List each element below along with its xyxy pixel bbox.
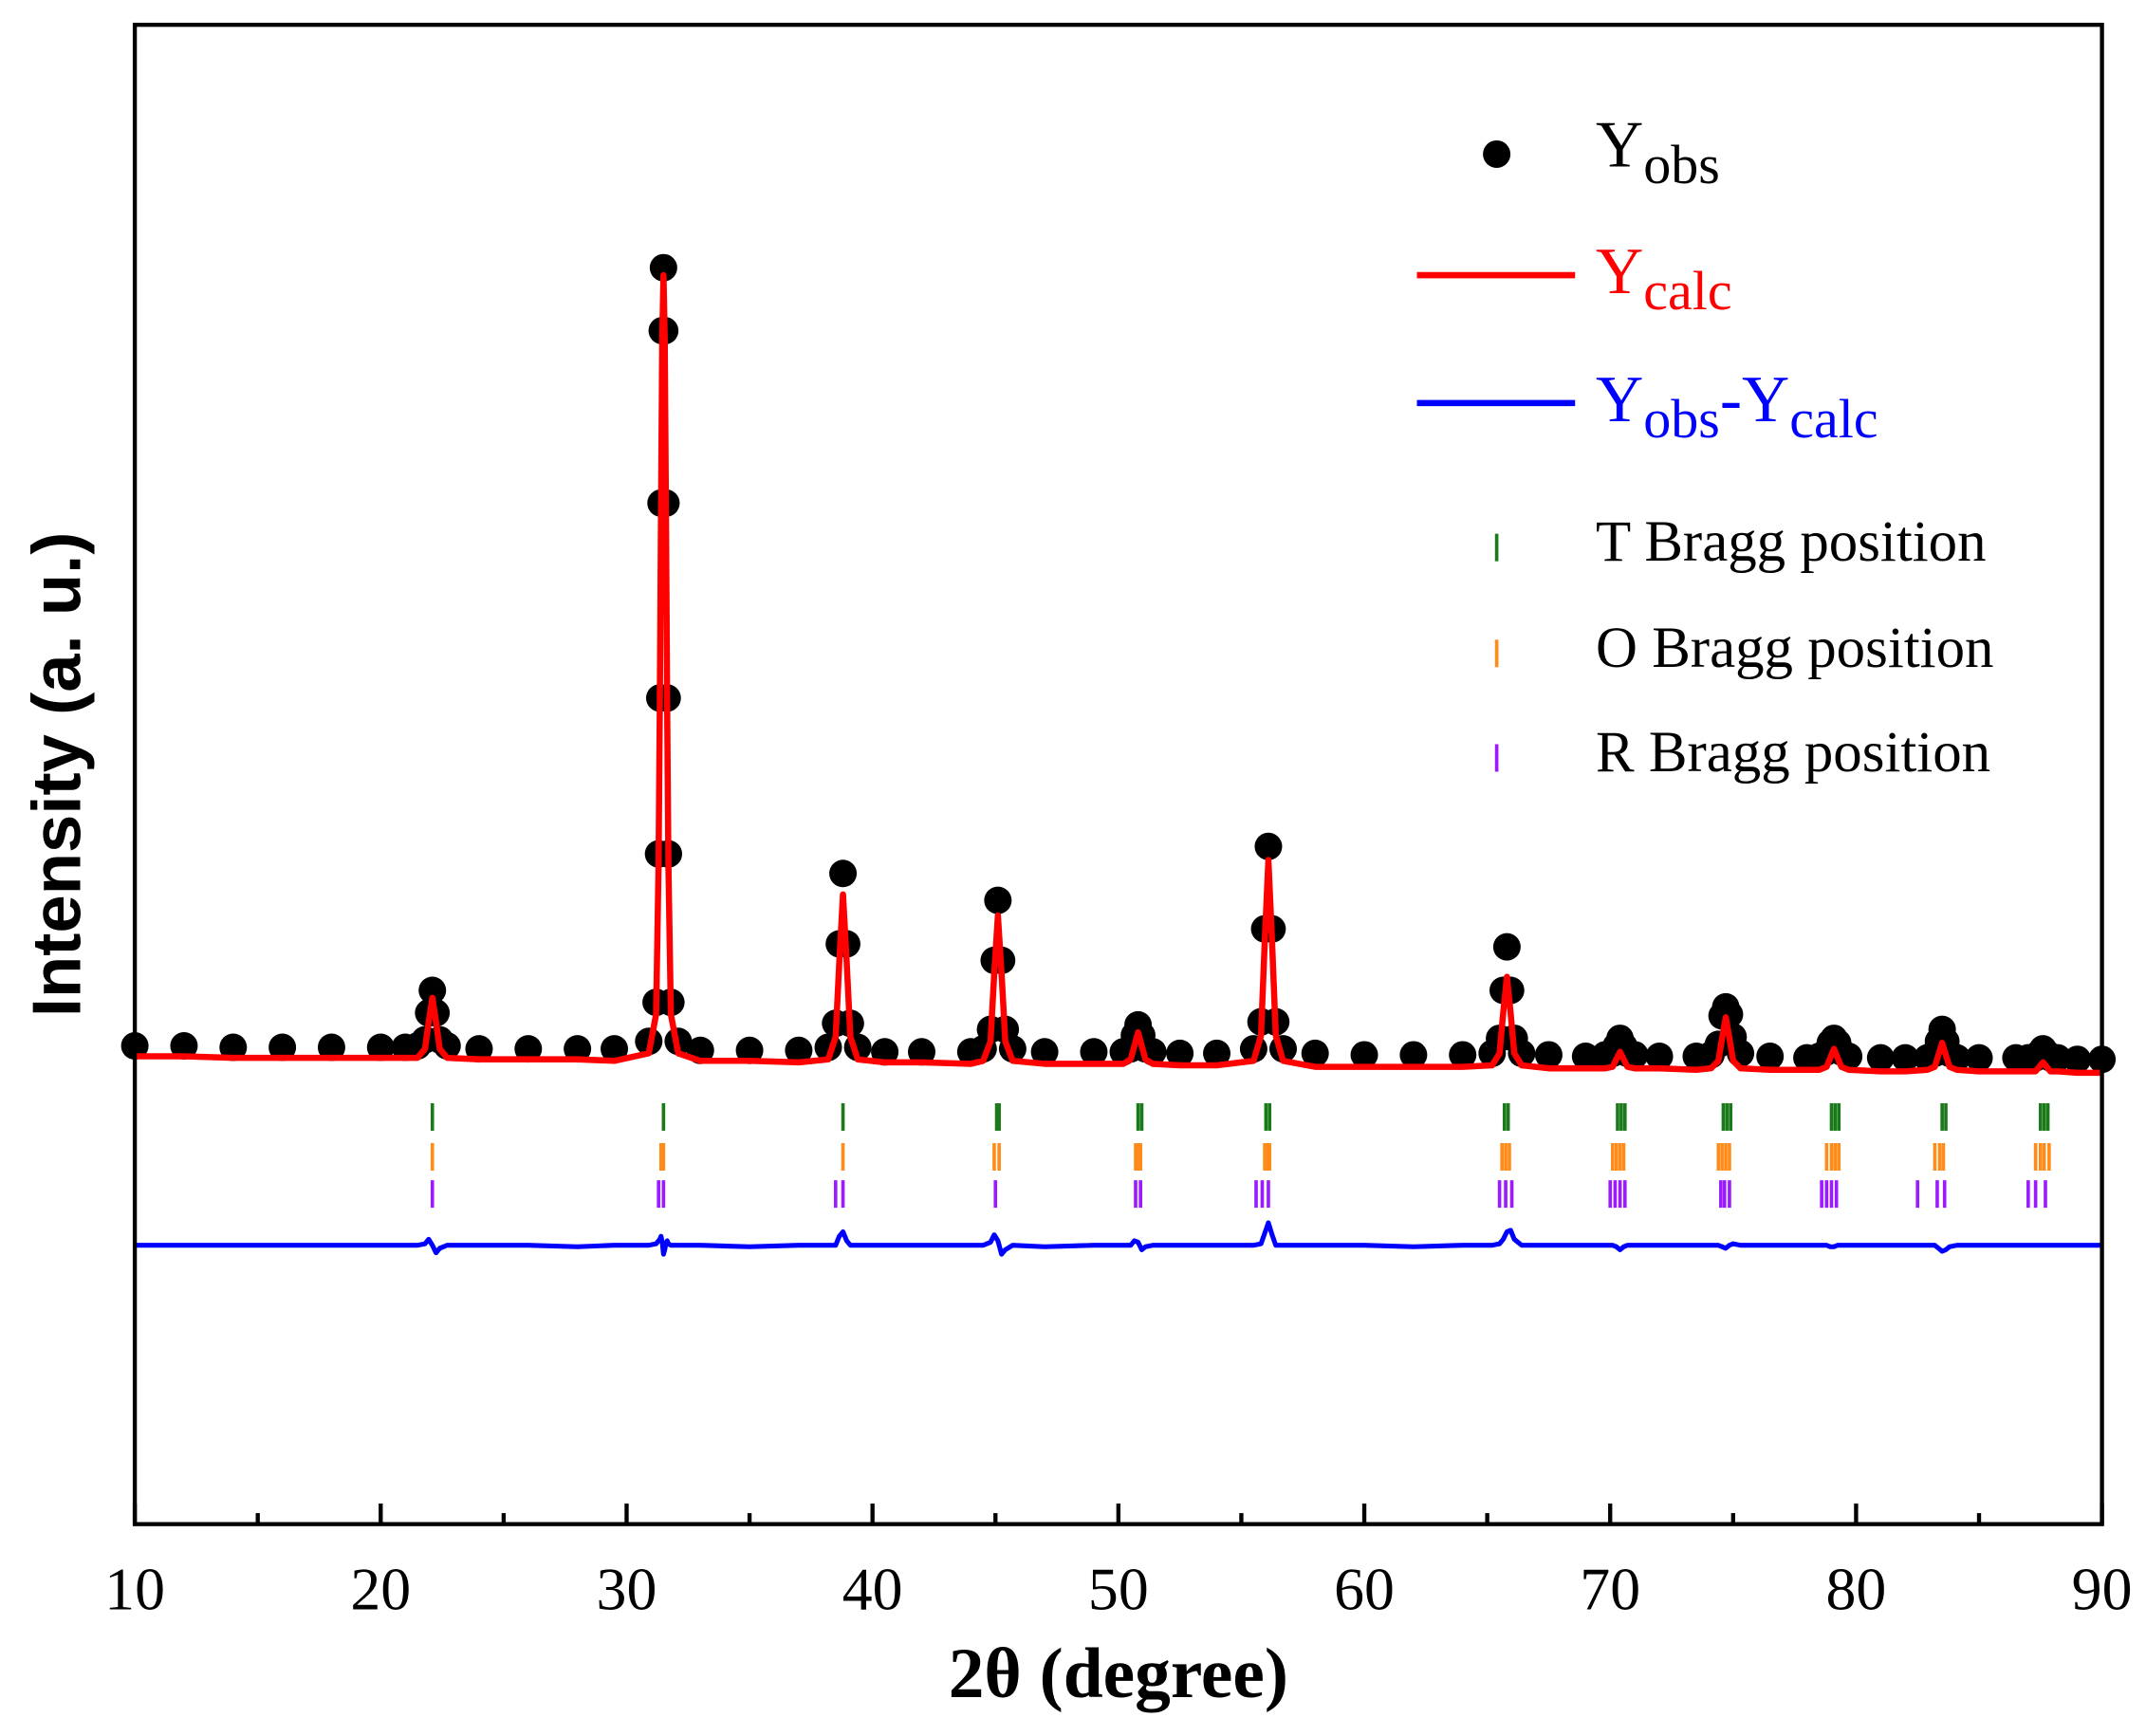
- legend-label: T Bragg position: [1596, 510, 1987, 574]
- data-point: [1030, 1038, 1059, 1066]
- data-point: [170, 1031, 198, 1060]
- series-line: [135, 271, 2102, 1077]
- series-line: [135, 1220, 2102, 1257]
- x-tick-label: 40: [842, 1556, 903, 1623]
- data-point: [735, 1036, 764, 1064]
- data-point: [418, 976, 447, 1005]
- legend-label-part: Y: [1596, 363, 1643, 436]
- data-point: [1866, 1043, 1895, 1072]
- legend-label-part: -Y: [1720, 363, 1789, 436]
- y-axis-title: Intensity (a. u.): [18, 532, 95, 1018]
- x-tick-label: 10: [104, 1556, 165, 1623]
- x-tick-label: 70: [1580, 1556, 1640, 1623]
- legend-label: Ycalc: [1596, 235, 1732, 323]
- legend-label: Yobs: [1596, 109, 1720, 196]
- x-tick-label: 90: [2072, 1556, 2133, 1623]
- data-point: [366, 1033, 395, 1062]
- data-point: [984, 886, 1012, 914]
- legend-marker: [1483, 139, 1511, 168]
- data-point: [1203, 1039, 1231, 1067]
- x-tick-label: 60: [1334, 1556, 1395, 1623]
- data-point: [1080, 1038, 1108, 1066]
- data-point: [1645, 1043, 1674, 1071]
- data-point: [1891, 1043, 1919, 1072]
- data-point: [219, 1033, 248, 1062]
- data-point: [317, 1033, 345, 1062]
- data-point: [1534, 1041, 1563, 1069]
- data-point: [601, 1035, 629, 1063]
- data-point: [2063, 1045, 2092, 1074]
- data-point: [1399, 1041, 1428, 1069]
- legend-label-part: calc: [1643, 261, 1731, 323]
- data-point: [1301, 1039, 1329, 1067]
- legend-label-part: Y: [1596, 109, 1643, 182]
- data-point: [1166, 1039, 1194, 1067]
- legend-label: R Bragg position: [1596, 721, 1990, 785]
- data-point: [1449, 1041, 1477, 1069]
- data-point: [1492, 933, 1521, 961]
- data-point: [785, 1036, 813, 1064]
- legend-label-part: obs: [1643, 388, 1720, 450]
- data-point: [268, 1033, 297, 1062]
- legend-label: Yobs-Ycalc: [1596, 363, 1878, 451]
- data-point: [649, 253, 677, 282]
- data-point: [1350, 1041, 1378, 1069]
- x-axis-title: 2θ (degree): [949, 1634, 1288, 1713]
- legend-label: O Bragg position: [1596, 617, 1993, 680]
- plot-frame: [132, 22, 2104, 1526]
- data-point: [829, 859, 858, 888]
- data-point: [1756, 1043, 1785, 1071]
- data-point: [2044, 1043, 2072, 1072]
- legend-label-part: calc: [1789, 388, 1878, 450]
- data-point: [908, 1038, 935, 1066]
- data-point: [514, 1035, 543, 1063]
- x-tick-label: 20: [350, 1556, 411, 1623]
- data-point: [465, 1035, 493, 1063]
- data-point: [564, 1035, 592, 1063]
- x-tick-label: 30: [597, 1556, 657, 1623]
- x-tick-label: 50: [1088, 1556, 1149, 1623]
- x-tick-label: 80: [1826, 1556, 1887, 1623]
- legend-label-part: obs: [1643, 134, 1720, 195]
- data-point: [1254, 832, 1283, 860]
- legend-label-part: Y: [1596, 235, 1643, 308]
- data-point: [1571, 1043, 1600, 1071]
- data-point: [1965, 1043, 1993, 1072]
